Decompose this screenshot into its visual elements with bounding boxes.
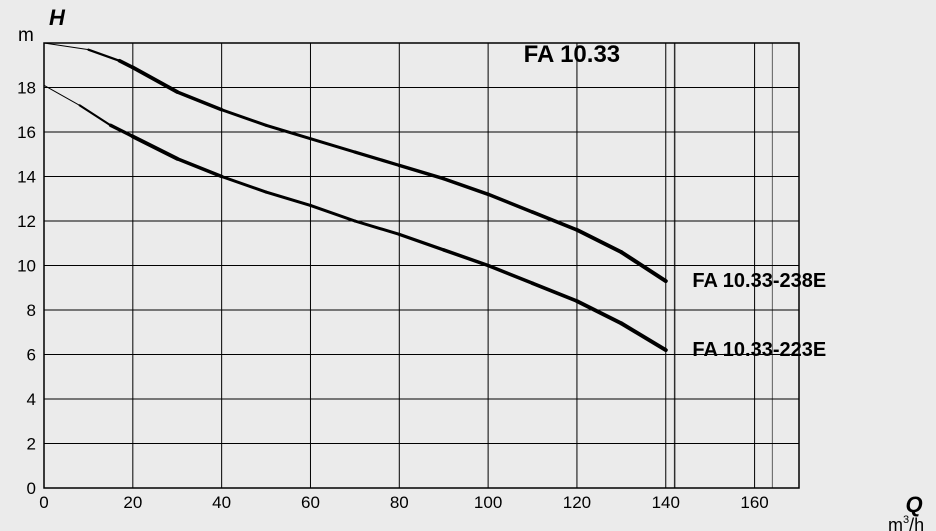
series-FA 10.33-238E: [444, 179, 488, 195]
y-axis-label: H: [49, 5, 66, 30]
x-axis-unit: m3/h: [888, 514, 924, 531]
series-label: FA 10.33-223E: [692, 339, 826, 361]
series-FA 10.33-238E: [355, 152, 399, 165]
x-tick-label: 60: [301, 493, 320, 512]
series-FA 10.33-223E: [111, 125, 133, 136]
x-tick-label: 80: [390, 493, 409, 512]
y-tick-label: 2: [27, 435, 36, 454]
y-tick-label: 6: [27, 346, 36, 365]
series-FA 10.33-238E: [88, 50, 119, 61]
series-FA 10.33-223E: [310, 205, 354, 221]
y-tick-label: 4: [27, 390, 36, 409]
series-FA 10.33-223E: [533, 283, 577, 301]
series-FA 10.33-238E: [222, 110, 266, 126]
y-tick-label: 8: [27, 301, 36, 320]
series-FA 10.33-223E: [266, 192, 310, 205]
series-FA 10.33-223E: [80, 105, 111, 125]
y-tick-label: 18: [17, 79, 36, 98]
series-FA 10.33-238E: [133, 67, 177, 91]
y-tick-label: 12: [17, 212, 36, 231]
series-FA 10.33-223E: [621, 323, 665, 350]
y-tick-label: 10: [17, 257, 36, 276]
series-FA 10.33-238E: [488, 194, 532, 212]
y-tick-label: 16: [17, 123, 36, 142]
series-FA 10.33-238E: [577, 230, 621, 252]
x-tick-label: 40: [212, 493, 231, 512]
series-FA 10.33-223E: [133, 136, 177, 158]
x-tick-label: 160: [740, 493, 768, 512]
x-tick-label: 140: [652, 493, 680, 512]
series-FA 10.33-223E: [399, 234, 443, 250]
series-FA 10.33-238E: [310, 139, 354, 152]
pump-curve-chart: 020406080100120140160024681012141618HmQm…: [0, 0, 936, 531]
series-FA 10.33-223E: [488, 266, 532, 284]
series-FA 10.33-238E: [44, 43, 88, 50]
series-FA 10.33-223E: [222, 177, 266, 193]
x-tick-label: 100: [474, 493, 502, 512]
series-FA 10.33-223E: [355, 221, 399, 234]
chart-title: FA 10.33: [524, 41, 621, 68]
series-FA 10.33-223E: [577, 301, 621, 323]
series-FA 10.33-238E: [621, 252, 665, 281]
series-FA 10.33-223E: [177, 159, 221, 177]
series-FA 10.33-223E: [44, 85, 80, 105]
x-tick-label: 20: [123, 493, 142, 512]
y-tick-label: 14: [17, 168, 36, 187]
y-axis-unit: m: [18, 25, 34, 46]
x-tick-label: 120: [563, 493, 591, 512]
series-FA 10.33-238E: [120, 61, 133, 68]
series-FA 10.33-238E: [177, 92, 221, 110]
y-tick-label: 0: [27, 479, 36, 498]
series-label: FA 10.33-238E: [692, 270, 826, 292]
x-tick-label: 0: [39, 493, 48, 512]
series-FA 10.33-223E: [444, 250, 488, 266]
